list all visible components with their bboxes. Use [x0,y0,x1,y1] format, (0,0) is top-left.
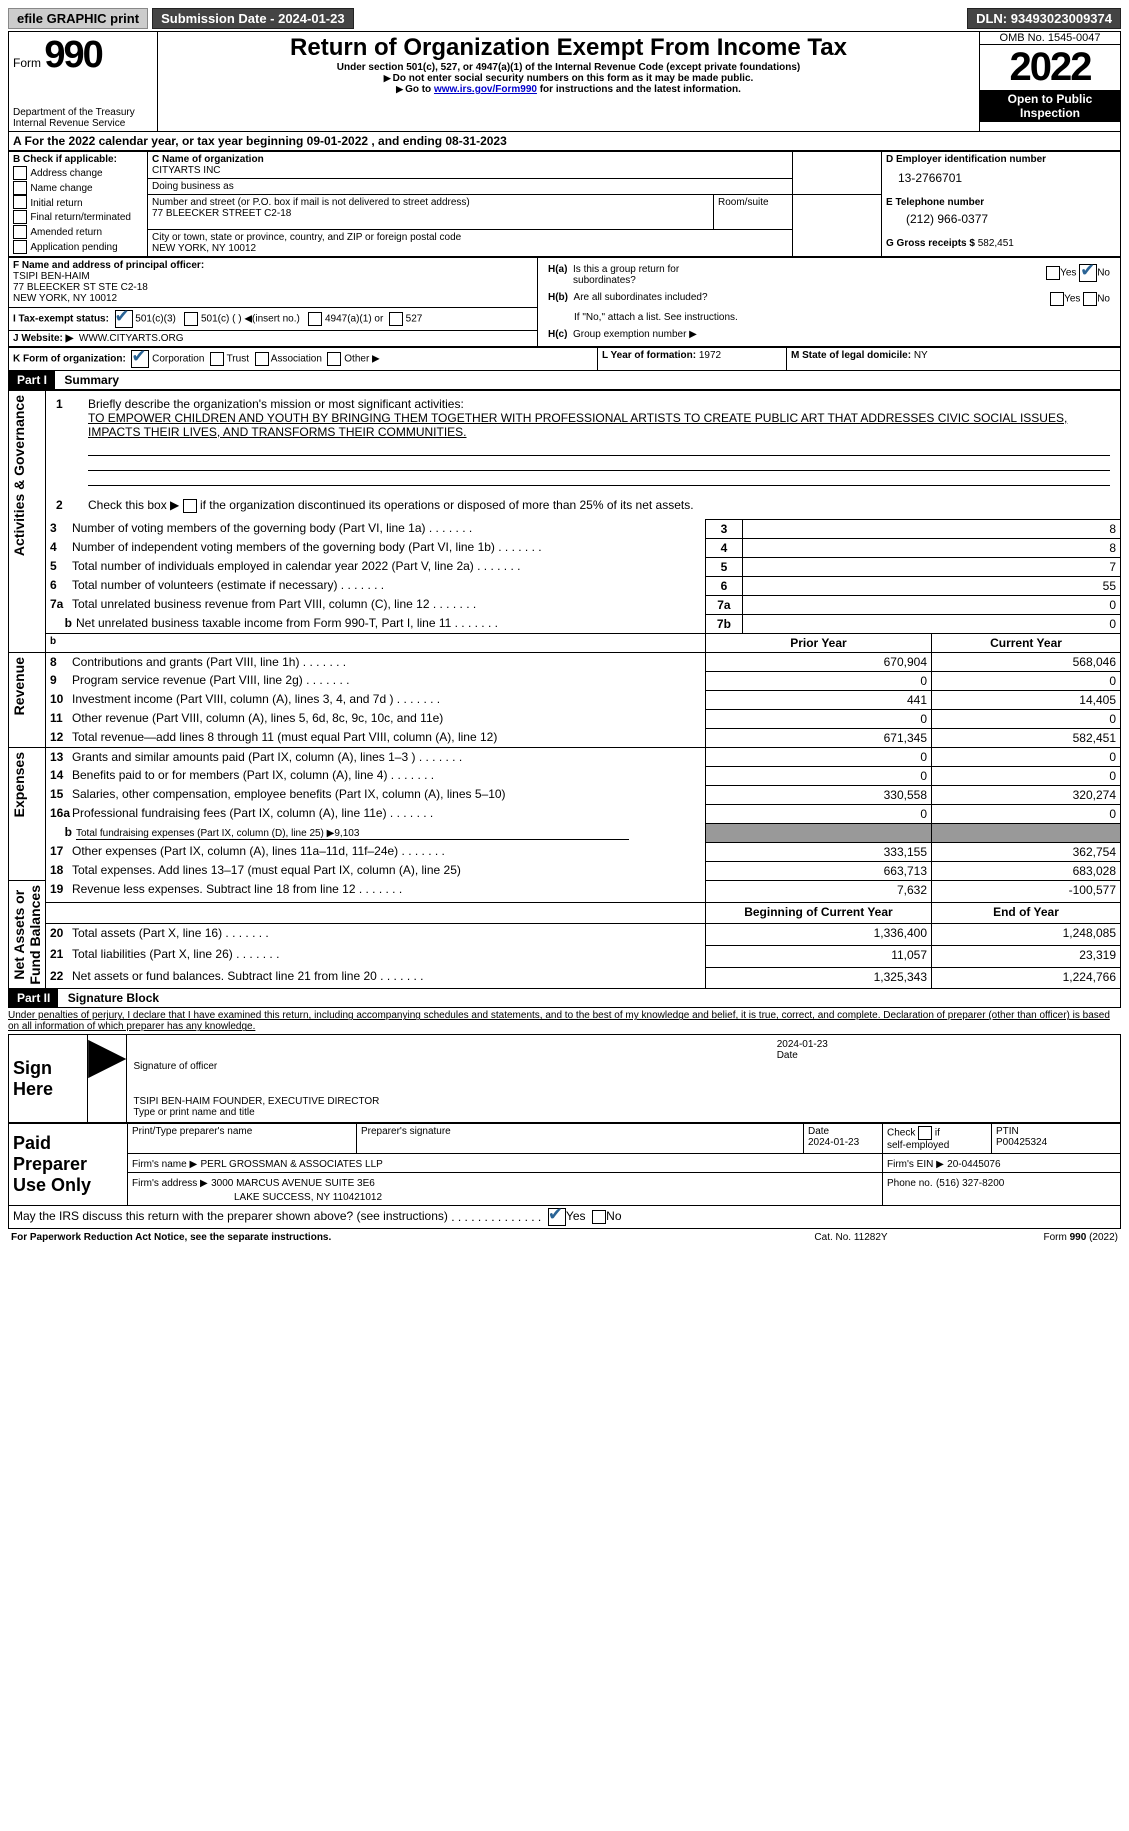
paperwork-notice: For Paperwork Reduction Act Notice, see … [10,1231,761,1244]
part-i-header: Part I [9,371,55,389]
form-note2: Go to www.irs.gov/Form990 for instructio… [162,84,975,95]
submission-date-button[interactable]: Submission Date - 2024-01-23 [152,8,354,29]
ha-no-checkbox[interactable] [1079,264,1097,282]
4947-checkbox[interactable] [308,312,322,326]
side-activities: Activities & Governance [9,391,29,560]
501c-checkbox[interactable] [184,312,198,326]
section-fh: F Name and address of principal officer:… [8,257,1121,347]
final-return-checkbox[interactable] [13,210,27,224]
trust-checkbox[interactable] [210,352,224,366]
part-ii-header: Part II [9,989,58,1007]
officer-name: TSIPI BEN-HAIM FOUNDER, EXECUTIVE DIRECT… [133,1096,1114,1107]
application-pending-checkbox[interactable] [13,240,27,254]
firm-name: PERL GROSSMAN & ASSOCIATES LLP [201,1159,383,1170]
form-note1: Do not enter social security numbers on … [162,73,975,84]
tax-year: 2022 [980,45,1120,90]
discuss-no-checkbox[interactable] [592,1210,606,1224]
amended-return-checkbox[interactable] [13,225,27,239]
discontinued-checkbox[interactable] [183,499,197,513]
other-checkbox[interactable] [327,352,341,366]
cat-number: Cat. No. 11282Y [763,1231,938,1244]
section-bcdeg: B Check if applicable: Address change Na… [8,151,1121,257]
form-number: 990 [44,34,101,76]
501c3-checkbox[interactable] [115,310,133,328]
ein-value: 13-2766701 [886,165,1116,197]
form-subtitle: Under section 501(c), 527, or 4947(a)(1)… [162,62,975,73]
sign-here-block: Sign Here ▶ Signature of officer 2024-01… [8,1034,1121,1123]
corp-checkbox[interactable] [131,350,149,368]
top-bar: efile GRAPHIC print Submission Date - 20… [8,8,1121,29]
website-value: WWW.CITYARTS.ORG [79,333,184,344]
ptin-value: P00425324 [996,1137,1116,1148]
part-i-table: Activities & Governance 1 Briefly descri… [8,390,1121,989]
street-address: 77 BLEECKER STREET C2-18 [152,208,709,219]
city-state-zip: NEW YORK, NY 10012 [152,243,788,254]
form-label: Form [13,56,41,70]
open-to-public: Open to Public Inspection [980,90,1120,122]
ha-yes-checkbox[interactable] [1046,266,1060,280]
mission-text: TO EMPOWER CHILDREN AND YOUTH BY BRINGIN… [88,411,1067,439]
discuss-line: May the IRS discuss this return with the… [8,1206,1121,1229]
efile-button[interactable]: efile GRAPHIC print [8,8,148,29]
form-title: Return of Organization Exempt From Incom… [162,34,975,62]
irs-link[interactable]: www.irs.gov/Form990 [434,84,537,95]
self-employed-checkbox[interactable] [918,1126,932,1140]
phone-value: (212) 966-0377 [886,208,1116,238]
discuss-yes-checkbox[interactable] [548,1208,566,1226]
org-name: CITYARTS INC [152,165,788,176]
form-header: Form 990 Department of the Treasury Inte… [8,31,1121,132]
tax-year-line: A For the 2022 calendar year, or tax yea… [8,132,1121,151]
gross-receipts: 582,451 [978,238,1014,249]
omb-number: OMB No. 1545-0047 [980,32,1120,45]
declaration-text: Under penalties of perjury, I declare th… [8,1008,1121,1034]
dept-label: Department of the Treasury Internal Reve… [13,107,153,129]
initial-return-checkbox[interactable] [13,195,27,209]
dln-button: DLN: 93493023009374 [967,8,1121,29]
part-i-title: Summary [58,373,119,387]
address-change-checkbox[interactable] [13,166,27,180]
paid-preparer-block: Paid Preparer Use Only Print/Type prepar… [8,1123,1121,1206]
section-klm: K Form of organization: Corporation Trus… [8,347,1121,371]
527-checkbox[interactable] [389,312,403,326]
hb-yes-checkbox[interactable] [1050,292,1064,306]
name-change-checkbox[interactable] [13,181,27,195]
assoc-checkbox[interactable] [255,352,269,366]
part-ii-title: Signature Block [62,991,159,1005]
section-b-label: B Check if applicable: [13,154,143,165]
hb-no-checkbox[interactable] [1083,292,1097,306]
